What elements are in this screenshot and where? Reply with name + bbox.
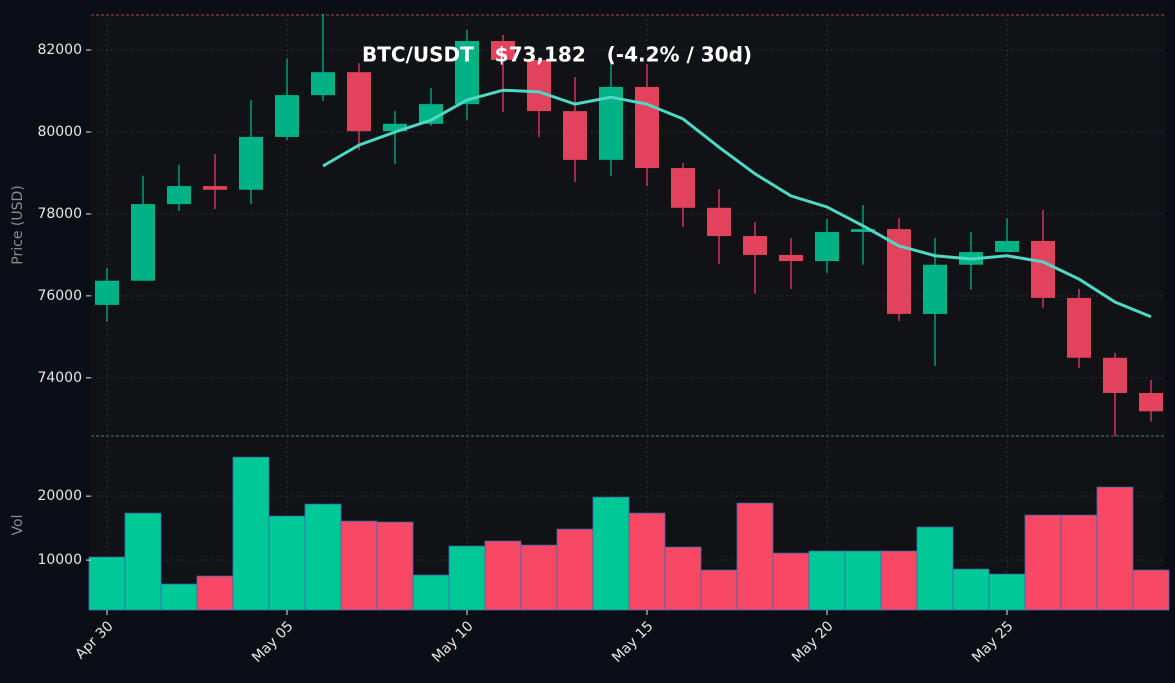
candle-body <box>635 86 659 169</box>
volume-bar <box>808 550 846 611</box>
volume-bar <box>160 583 198 611</box>
volume-bar <box>1060 514 1098 611</box>
volume-bar <box>448 545 486 611</box>
volume-bar <box>304 503 342 611</box>
candle-body <box>203 186 227 190</box>
candle-body <box>383 123 407 132</box>
volume-bar <box>880 550 918 611</box>
volume-bar <box>664 546 702 611</box>
y-tick-label: 74000 <box>37 370 82 386</box>
volume-bar <box>628 512 666 611</box>
volume-bar <box>124 512 162 611</box>
volume-bar <box>88 556 126 611</box>
volume-bar <box>988 573 1026 611</box>
candle-body <box>95 280 119 305</box>
y-axis-label: Price (USD) <box>10 185 26 264</box>
volume-bar <box>916 526 954 611</box>
plot <box>88 14 1170 611</box>
candle-body <box>239 136 263 190</box>
price-pane <box>91 14 1165 436</box>
candle-body <box>491 41 515 60</box>
volume-bar <box>520 544 558 611</box>
volume-bar <box>412 574 450 611</box>
volume-bar <box>592 496 630 611</box>
candle-body <box>995 240 1019 253</box>
volume-bar <box>196 575 234 611</box>
candle-body <box>671 168 695 208</box>
candle-body <box>275 95 299 137</box>
candle-body <box>347 72 371 132</box>
candle-body <box>1139 392 1163 412</box>
y-tick-label: 10000 <box>37 552 82 568</box>
candle-body <box>419 104 443 124</box>
candle-body <box>707 207 731 237</box>
volume-bar <box>844 550 882 611</box>
candle-body <box>455 41 479 105</box>
y-tick-label: 78000 <box>37 206 82 222</box>
candle-body <box>563 111 587 160</box>
candle-body <box>167 186 191 205</box>
volume-bar <box>376 521 414 611</box>
volume-bar <box>484 540 522 611</box>
candle-body <box>779 254 803 262</box>
candle-body <box>527 59 551 112</box>
candle-body <box>1031 240 1055 298</box>
moving-average-line <box>322 88 1152 319</box>
volume-axis-label: Vol <box>10 515 26 536</box>
volume-bar <box>556 528 594 611</box>
candle-body <box>131 204 155 281</box>
volume-bar <box>268 515 306 611</box>
candle-body <box>743 236 767 255</box>
candle-body <box>1103 357 1127 393</box>
volume-bar <box>700 569 738 611</box>
candle-body <box>815 231 839 262</box>
volume-bar <box>952 568 990 611</box>
volume-bar <box>736 502 774 611</box>
candle-body <box>887 229 911 314</box>
y-tick-label: 20000 <box>37 488 82 504</box>
volume-bar <box>1024 514 1062 611</box>
candle-body <box>311 72 335 96</box>
y-tick-label: 76000 <box>37 288 82 304</box>
candle-body <box>1067 297 1091 358</box>
volume-bar <box>1096 486 1134 611</box>
candle-body <box>851 229 875 232</box>
volume-bar <box>232 456 270 611</box>
volume-bar <box>772 552 810 611</box>
volume-bar <box>340 520 378 611</box>
volume-bar <box>1132 569 1170 611</box>
chart-title: BTC/USDT $73,182 (-4.2% / 30d) <box>362 43 752 67</box>
candle-body <box>923 264 947 314</box>
y-tick-label: 82000 <box>37 42 82 58</box>
y-tick-label: 80000 <box>37 124 82 140</box>
